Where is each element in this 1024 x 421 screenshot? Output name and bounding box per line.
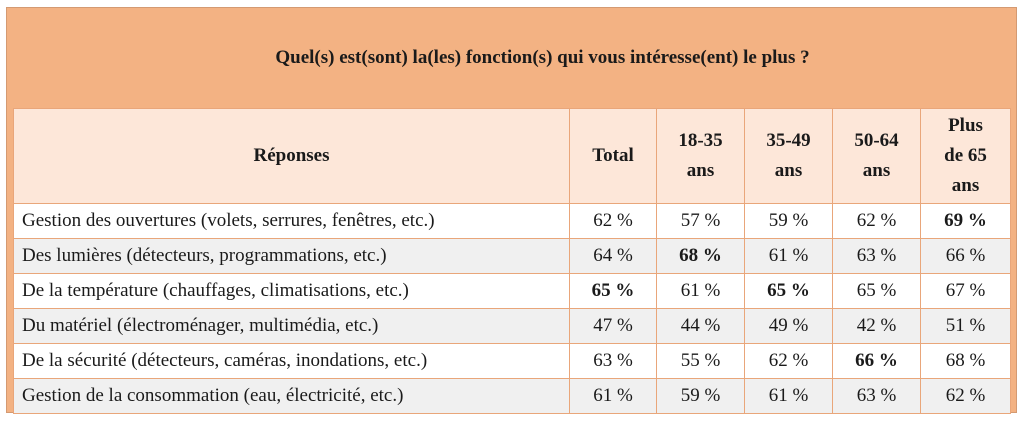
value-cell: 51 % — [920, 308, 1011, 344]
value-cell: 62 % — [832, 203, 921, 239]
header-35-49: 35-49 ans — [744, 108, 833, 204]
value-cell: 61 % — [569, 378, 657, 414]
header-reponses: Réponses — [13, 108, 570, 204]
value-cell: 57 % — [656, 203, 745, 239]
table-row: Des lumières (détecteurs, programmations… — [13, 238, 1011, 274]
value-cell: 62 % — [744, 343, 833, 379]
value-cell: 44 % — [656, 308, 745, 344]
row-label: De la température (chauffages, climatisa… — [13, 273, 570, 309]
value-cell: 49 % — [744, 308, 833, 344]
value-cell: 61 % — [744, 378, 833, 414]
value-cell: 47 % — [569, 308, 657, 344]
value-cell: 62 % — [920, 378, 1011, 414]
table-row: Du matériel (électroménager, multimédia,… — [13, 308, 1011, 344]
value-cell: 65 % — [569, 273, 657, 309]
header-50-64: 50-64 ans — [832, 108, 921, 204]
row-label: Gestion des ouvertures (volets, serrures… — [13, 203, 570, 239]
value-cell: 42 % — [832, 308, 921, 344]
value-cell: 64 % — [569, 238, 657, 274]
row-label: De la sécurité (détecteurs, caméras, ino… — [13, 343, 570, 379]
value-cell: 61 % — [744, 238, 833, 274]
value-cell: 68 % — [920, 343, 1011, 379]
table-row: Gestion de la consommation (eau, électri… — [13, 378, 1011, 414]
header-plus-65: Plus de 65 ans — [920, 108, 1011, 204]
header-line: de 65 — [944, 145, 987, 166]
header-total: Total — [569, 108, 657, 204]
value-cell: 62 % — [569, 203, 657, 239]
table-title: Quel(s) est(sont) la(les) fonction(s) qu… — [275, 47, 810, 68]
value-cell: 55 % — [656, 343, 745, 379]
value-cell: 63 % — [569, 343, 657, 379]
value-cell: 66 % — [832, 343, 921, 379]
value-cell: 61 % — [656, 273, 745, 309]
survey-table-panel: Quel(s) est(sont) la(les) fonction(s) qu… — [6, 7, 1017, 414]
value-cell: 63 % — [832, 378, 921, 414]
header-18-35: 18-35 ans — [656, 108, 745, 204]
header-row: Réponses Total 18-35 ans 35-49 ans 50-64 an… — [13, 108, 1011, 204]
value-cell: 67 % — [920, 273, 1011, 309]
value-cell: 59 % — [656, 378, 745, 414]
header-line: ans — [774, 160, 803, 181]
row-label: Des lumières (détecteurs, programmations… — [13, 238, 570, 274]
table-row: De la sécurité (détecteurs, caméras, ino… — [13, 343, 1011, 379]
results-table: Réponses Total 18-35 ans 35-49 ans 50-64 an… — [13, 108, 1011, 414]
row-label: Du matériel (électroménager, multimédia,… — [13, 308, 570, 344]
value-cell: 65 % — [832, 273, 921, 309]
value-cell: 65 % — [744, 273, 833, 309]
header-line: ans — [862, 160, 891, 181]
header-line: ans — [686, 160, 715, 181]
header-line: Plus — [948, 115, 983, 136]
header-line: ans — [951, 175, 980, 196]
table-row: De la température (chauffages, climatisa… — [13, 273, 1011, 309]
value-cell: 69 % — [920, 203, 1011, 239]
header-line: 50-64 — [854, 130, 899, 151]
table-row: Gestion des ouvertures (volets, serrures… — [13, 203, 1011, 239]
header-line: 35-49 — [766, 130, 811, 151]
value-cell: 68 % — [656, 238, 745, 274]
value-cell: 63 % — [832, 238, 921, 274]
row-label: Gestion de la consommation (eau, électri… — [13, 378, 570, 414]
header-line: 18-35 — [678, 130, 723, 151]
value-cell: 66 % — [920, 238, 1011, 274]
value-cell: 59 % — [744, 203, 833, 239]
